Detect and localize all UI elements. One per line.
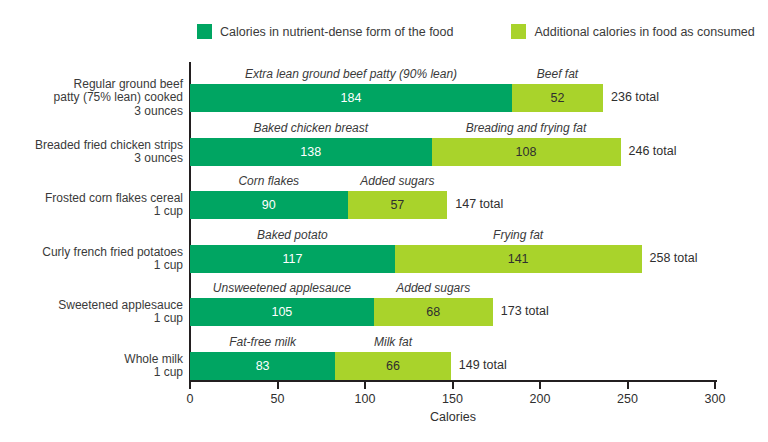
x-tick-label: 250 [617, 392, 638, 406]
bar-segment: 141 [395, 245, 642, 273]
x-axis-tick [364, 380, 366, 389]
total-label: 258 total [650, 251, 698, 265]
category-label-line: 3 ounces [0, 152, 183, 166]
bar-segment: 66 [335, 352, 451, 380]
segment-label: Milk fat [374, 335, 412, 349]
category-label-line: Breaded fried chicken strips [0, 139, 183, 153]
calorie-density-chart: Calories in nutrient-dense form of the f… [0, 0, 768, 442]
segment-value: 108 [516, 145, 537, 159]
segment-value: 138 [300, 145, 321, 159]
segment-value: 90 [262, 198, 276, 212]
segment-label: Corn flakes [238, 174, 299, 188]
segment-label: Beef fat [537, 67, 578, 81]
x-axis-tick [627, 380, 629, 389]
category-label-line: Whole milk [0, 353, 183, 367]
bar-segment: 52 [512, 84, 603, 112]
x-tick-label: 100 [355, 392, 376, 406]
plot-area: Regular ground beefpatty (75% lean) cook… [0, 0, 768, 442]
x-tick-label: 150 [442, 392, 463, 406]
category-label: Frosted corn flakes cereal1 cup [0, 192, 183, 219]
segment-value: 66 [386, 359, 400, 373]
segment-value: 68 [426, 305, 440, 319]
category-label: Sweetened applesauce1 cup [0, 299, 183, 326]
total-label: 173 total [501, 304, 549, 318]
total-label: 246 total [629, 144, 677, 158]
segment-label: Added sugars [396, 281, 470, 295]
segment-label: Breading and frying fat [466, 121, 587, 135]
segment-label: Frying fat [493, 228, 543, 242]
segment-label: Baked potato [257, 228, 328, 242]
category-label-line: Frosted corn flakes cereal [0, 192, 183, 206]
segment-value: 52 [551, 91, 565, 105]
bar-segment: 138 [190, 138, 432, 166]
segment-label: Added sugars [360, 174, 434, 188]
segment-value: 184 [341, 91, 362, 105]
x-axis-tick [277, 380, 279, 389]
bar-segment: 105 [190, 298, 374, 326]
bar-segment: 83 [190, 352, 335, 380]
segment-label: Extra lean ground beef patty (90% lean) [245, 67, 457, 81]
x-axis-title: Calories [430, 410, 476, 424]
bar-segment: 68 [374, 298, 493, 326]
x-axis-tick [452, 380, 454, 389]
category-label-line: patty (75% lean) cooked [0, 91, 183, 105]
bar-segment: 90 [190, 191, 348, 219]
total-label: 236 total [611, 90, 659, 104]
segment-value: 141 [508, 252, 529, 266]
x-tick-label: 50 [271, 392, 285, 406]
x-tick-label: 0 [187, 392, 194, 406]
segment-label: Fat-free milk [229, 335, 296, 349]
segment-value: 117 [282, 252, 302, 266]
segment-value: 105 [271, 305, 292, 319]
total-label: 149 total [459, 358, 507, 372]
segment-value: 83 [256, 359, 270, 373]
category-label-line: 1 cup [0, 312, 183, 326]
category-label: Breaded fried chicken strips3 ounces [0, 139, 183, 166]
x-tick-label: 300 [705, 392, 726, 406]
category-label-line: Regular ground beef [0, 78, 183, 92]
bar-segment: 57 [348, 191, 448, 219]
segment-label: Baked chicken breast [253, 121, 368, 135]
category-label-line: 1 cup [0, 205, 183, 219]
category-label-line: 1 cup [0, 259, 183, 273]
category-label: Curly french fried potatoes1 cup [0, 246, 183, 273]
category-label-line: 3 ounces [0, 105, 183, 119]
x-axis-tick [539, 380, 541, 389]
x-axis-tick [714, 380, 716, 389]
total-label: 147 total [455, 197, 503, 211]
category-label-line: 1 cup [0, 366, 183, 380]
x-tick-label: 200 [530, 392, 551, 406]
category-label: Regular ground beefpatty (75% lean) cook… [0, 78, 183, 119]
category-label-line: Sweetened applesauce [0, 299, 183, 313]
bar-segment: 108 [432, 138, 621, 166]
x-axis-tick [189, 380, 191, 389]
bar-segment: 117 [190, 245, 395, 273]
category-label-line: Curly french fried potatoes [0, 246, 183, 260]
category-label: Whole milk1 cup [0, 353, 183, 380]
segment-value: 57 [390, 198, 404, 212]
segment-label: Unsweetened applesauce [213, 281, 351, 295]
bar-segment: 184 [190, 84, 512, 112]
